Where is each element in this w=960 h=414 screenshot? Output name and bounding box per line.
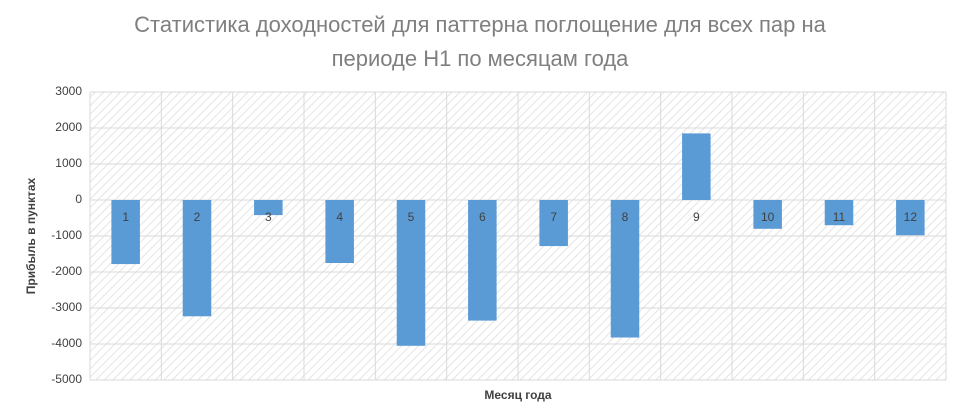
y-tick-label: -4000	[51, 336, 82, 350]
x-tick-label: 12	[904, 210, 918, 224]
x-tick-label: 1	[122, 210, 129, 224]
y-tick-label: 3000	[55, 84, 82, 98]
bar	[111, 200, 140, 265]
bar	[682, 133, 711, 200]
x-tick-label: 4	[336, 210, 343, 224]
x-tick-label: 8	[622, 210, 629, 224]
y-tick-label: 2000	[55, 120, 82, 134]
bar	[824, 200, 854, 226]
bar	[753, 200, 782, 229]
bar	[610, 200, 640, 338]
y-tick-label: 0	[75, 192, 82, 206]
x-tick-label: 6	[479, 210, 486, 224]
x-tick-label: 7	[550, 210, 557, 224]
y-tick-label: -3000	[51, 300, 82, 314]
chart-title: периоде H1 по месяцам года	[332, 46, 630, 71]
bar	[325, 200, 354, 263]
y-tick-label: -5000	[51, 372, 82, 386]
bar	[254, 200, 283, 216]
bar	[896, 200, 925, 236]
bar	[396, 200, 426, 346]
x-axis-title: Месяц года	[484, 388, 552, 402]
y-tick-label: -2000	[51, 264, 82, 278]
y-tick-label: 1000	[55, 156, 82, 170]
x-tick-label: 3	[265, 210, 272, 224]
bar	[539, 200, 568, 247]
x-tick-label: 11	[833, 210, 846, 224]
x-tick-label: 10	[761, 210, 775, 224]
x-tick-label: 2	[194, 210, 201, 224]
bar	[182, 200, 212, 317]
x-tick-label: 9	[693, 210, 700, 224]
bar	[468, 200, 497, 321]
y-axis-title: Прибыль в пунктах	[24, 177, 38, 294]
chart-title: Статистика доходностей для паттерна погл…	[134, 12, 826, 37]
x-tick-label: 5	[408, 210, 415, 224]
y-tick-label: -1000	[51, 228, 82, 242]
